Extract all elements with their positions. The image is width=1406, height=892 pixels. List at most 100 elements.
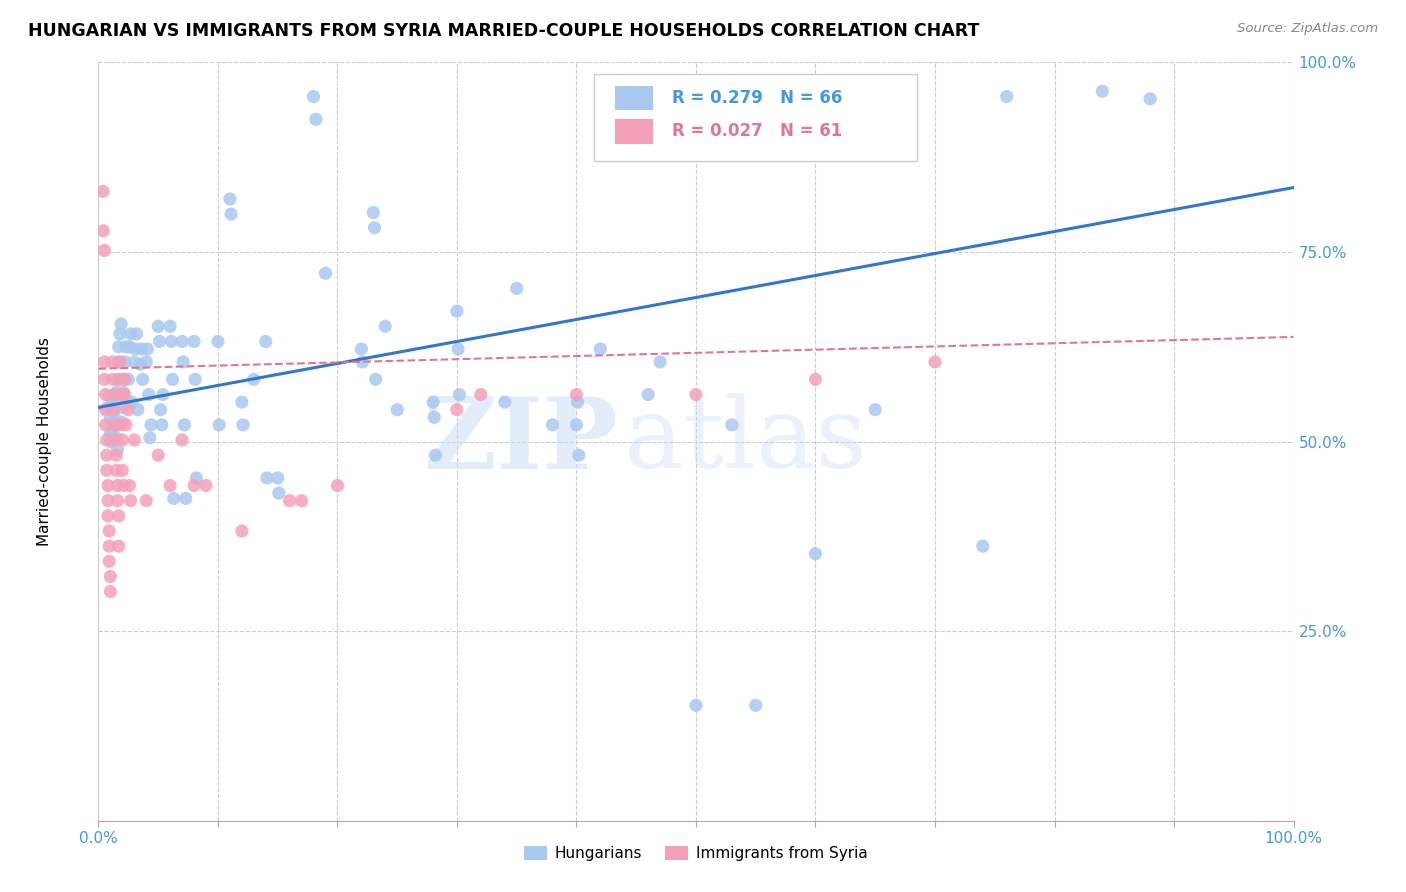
Point xyxy=(139,431,162,445)
Point xyxy=(302,89,325,103)
Point xyxy=(172,334,194,349)
Point xyxy=(118,478,141,492)
Point xyxy=(111,401,134,415)
Point xyxy=(124,342,146,356)
Point xyxy=(100,401,122,415)
Legend: Hungarians, Immigrants from Syria: Hungarians, Immigrants from Syria xyxy=(519,840,873,868)
Point xyxy=(98,412,122,426)
Point xyxy=(745,698,768,713)
Point xyxy=(446,304,468,318)
Point xyxy=(104,401,127,415)
Point xyxy=(120,493,142,508)
Point xyxy=(96,463,118,477)
Point xyxy=(148,448,170,462)
Point xyxy=(804,547,827,561)
Point xyxy=(115,340,138,354)
Point xyxy=(125,326,148,341)
Point xyxy=(107,508,129,523)
Point xyxy=(107,539,129,553)
Point xyxy=(98,569,122,583)
Point xyxy=(117,402,139,417)
Point xyxy=(423,410,446,425)
Point xyxy=(129,357,152,371)
Point xyxy=(112,385,135,400)
Point xyxy=(162,372,184,386)
Point xyxy=(195,478,218,492)
Point xyxy=(363,220,385,235)
Point xyxy=(685,698,707,713)
Point xyxy=(350,342,373,356)
Point xyxy=(174,491,197,506)
Point xyxy=(183,334,205,349)
Point xyxy=(111,463,134,477)
Point xyxy=(97,493,120,508)
Point xyxy=(148,334,170,349)
Point xyxy=(506,281,529,295)
Point xyxy=(446,402,468,417)
Point xyxy=(105,431,128,445)
Point xyxy=(108,355,131,369)
Point xyxy=(589,342,612,356)
Point xyxy=(124,433,146,447)
Point xyxy=(91,224,114,238)
Point xyxy=(98,434,122,449)
Point xyxy=(97,401,120,415)
Point xyxy=(150,417,173,432)
Point xyxy=(231,395,253,409)
Point xyxy=(107,442,129,457)
Text: atlas: atlas xyxy=(624,393,868,490)
Point xyxy=(352,355,374,369)
Point xyxy=(267,486,290,500)
Point xyxy=(139,417,162,432)
Point xyxy=(114,372,136,386)
Point xyxy=(173,417,195,432)
Point xyxy=(101,372,124,386)
Point xyxy=(565,417,588,432)
Point xyxy=(107,478,129,492)
Point xyxy=(127,402,149,417)
Point xyxy=(924,355,946,369)
Point xyxy=(117,372,139,386)
Point xyxy=(98,554,121,568)
Point xyxy=(159,319,181,334)
FancyBboxPatch shape xyxy=(614,120,652,144)
Point xyxy=(219,207,242,221)
Point xyxy=(565,387,588,401)
Point xyxy=(131,372,153,386)
Point xyxy=(108,326,131,341)
Point xyxy=(103,392,125,407)
Point xyxy=(120,326,142,341)
Point xyxy=(107,340,129,354)
Point xyxy=(98,584,122,599)
Point xyxy=(112,478,135,492)
Point xyxy=(115,417,138,432)
Point xyxy=(494,395,516,409)
Point xyxy=(136,342,159,356)
Point xyxy=(648,355,672,369)
Point xyxy=(231,524,253,538)
Point xyxy=(972,539,994,553)
Point xyxy=(135,355,157,369)
Point xyxy=(183,478,205,492)
Point xyxy=(267,471,290,485)
Point xyxy=(1139,92,1161,106)
Point xyxy=(363,205,385,219)
Point xyxy=(315,266,337,280)
Point xyxy=(101,423,124,437)
Point xyxy=(98,524,121,538)
FancyBboxPatch shape xyxy=(614,86,652,111)
Point xyxy=(567,395,589,409)
Point xyxy=(107,372,129,386)
Point xyxy=(105,385,128,400)
Text: R = 0.027   N = 61: R = 0.027 N = 61 xyxy=(672,122,842,140)
Point xyxy=(568,448,591,462)
Point xyxy=(254,334,277,349)
Point xyxy=(172,355,194,369)
Point xyxy=(374,319,396,334)
Point xyxy=(256,471,278,485)
Text: ZIP: ZIP xyxy=(423,393,619,490)
Point xyxy=(104,412,127,426)
Point xyxy=(208,417,231,432)
Point xyxy=(105,463,128,477)
Point xyxy=(104,417,127,432)
